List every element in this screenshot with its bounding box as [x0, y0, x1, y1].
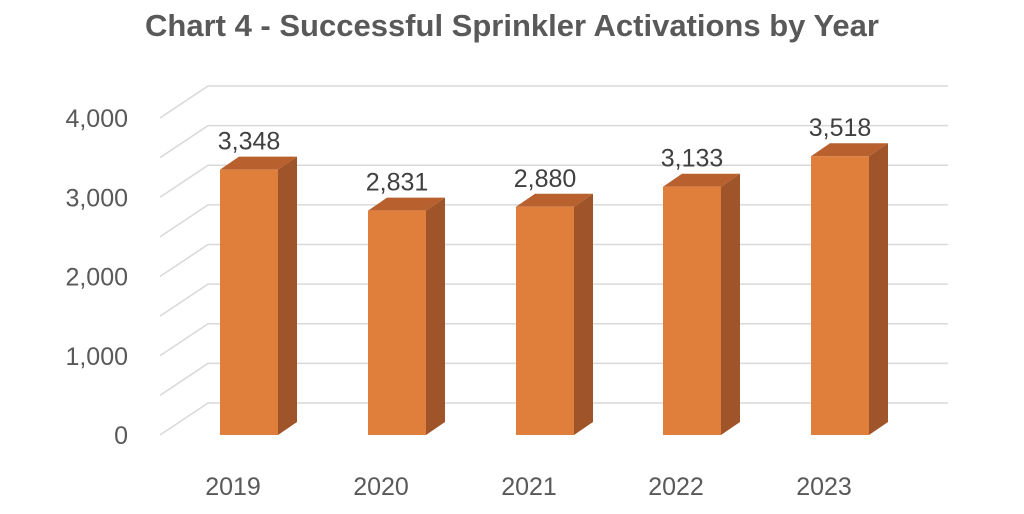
- x-tick-label: 2020: [353, 473, 409, 501]
- bar-front-face: [811, 156, 869, 436]
- data-label: 3,348: [218, 128, 281, 156]
- y-axis-tick-labels: 0 1,000 2,000 3,000 4,000: [65, 105, 128, 450]
- data-label: 3,518: [809, 114, 872, 142]
- data-label: 2,880: [514, 165, 577, 193]
- bar-side-face: [426, 197, 445, 435]
- bar-top-face: [220, 156, 297, 170]
- bar-side-face: [574, 193, 593, 435]
- x-tick-label: 2019: [205, 473, 261, 501]
- bar-side-face: [721, 173, 740, 435]
- bar-top-face: [663, 173, 740, 187]
- bar-top-face: [368, 197, 445, 211]
- bar-side-face: [869, 143, 888, 436]
- y-tick-label: 0: [114, 422, 128, 450]
- bar-front-face: [368, 210, 426, 435]
- bar-front-face: [220, 169, 278, 435]
- data-label: 3,133: [661, 145, 724, 173]
- chart-title: Chart 4 - Successful Sprinkler Activatio…: [145, 8, 879, 43]
- bar: [663, 173, 740, 435]
- bar: [220, 156, 297, 435]
- bar-front-face: [663, 186, 721, 435]
- y-tick-label: 4,000: [65, 105, 128, 133]
- bars: [220, 143, 888, 436]
- y-tick-label: 1,000: [65, 343, 128, 371]
- x-tick-label: 2023: [796, 473, 852, 501]
- x-axis-tick-labels: 2019 2020 2021 2022 2023: [205, 473, 852, 501]
- bar-side-face: [278, 156, 297, 435]
- data-label: 2,831: [366, 169, 429, 197]
- gridline: [159, 164, 948, 198]
- bar: [811, 143, 888, 436]
- gridlines: [159, 85, 948, 436]
- bar-top-face: [811, 143, 888, 157]
- x-tick-label: 2021: [501, 473, 557, 501]
- y-tick-label: 3,000: [65, 184, 128, 212]
- bar: [516, 193, 593, 435]
- bar-top-face: [516, 193, 593, 207]
- gridline: [159, 124, 948, 159]
- y-tick-label: 2,000: [65, 264, 128, 292]
- x-tick-label: 2022: [648, 473, 704, 501]
- bar: [368, 197, 445, 435]
- data-labels: 3,348 2,831 2,880 3,133 3,518: [218, 114, 872, 196]
- bar-front-face: [516, 206, 574, 435]
- gridline: [159, 85, 948, 119]
